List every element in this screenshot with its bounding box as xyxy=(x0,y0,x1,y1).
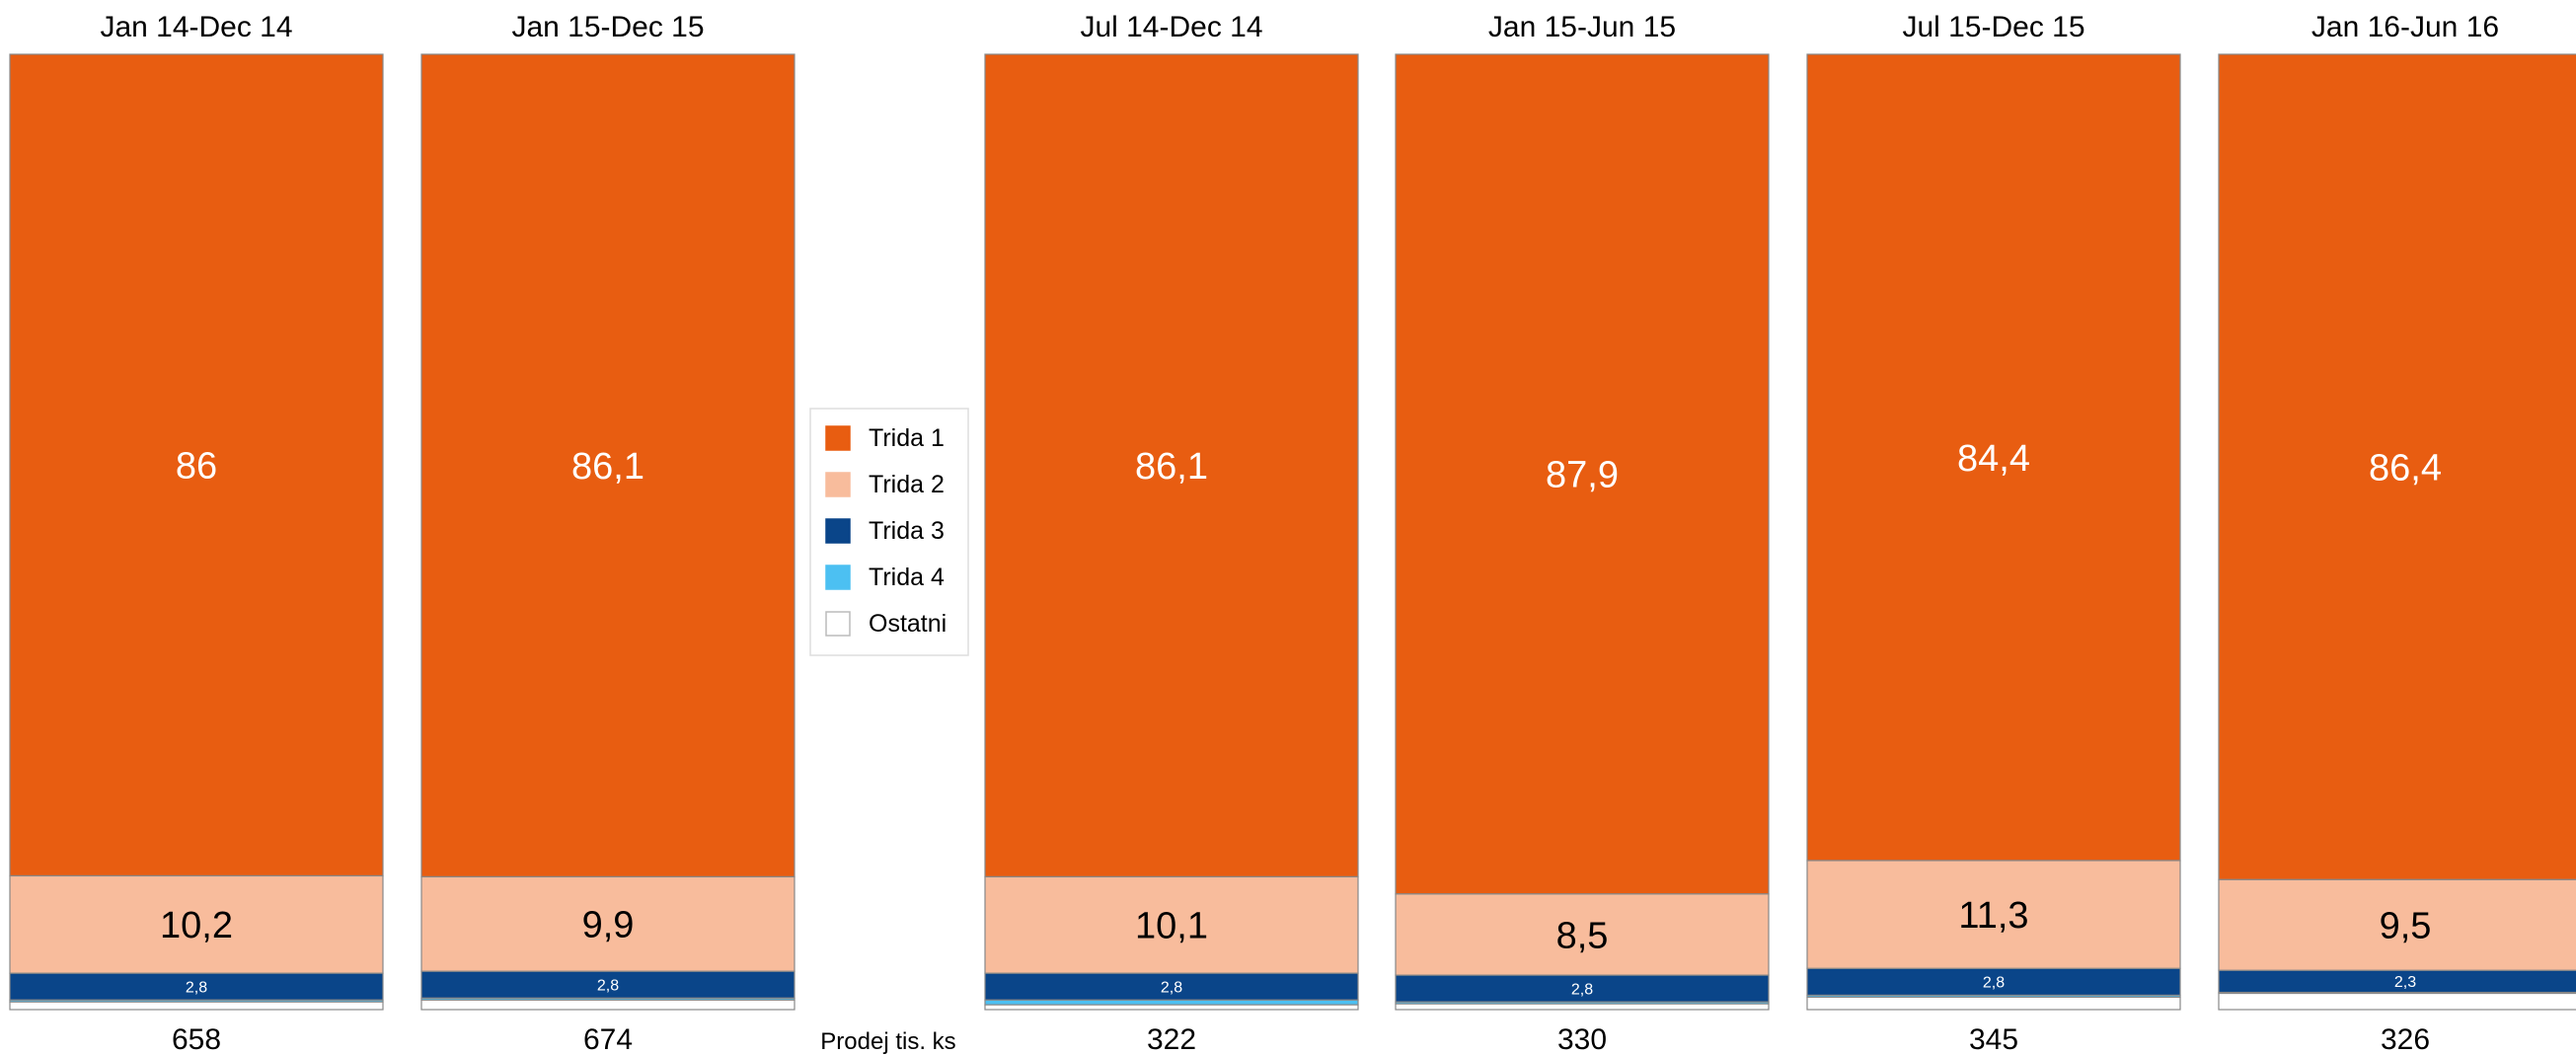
data-label: 8,5 xyxy=(1556,915,1609,956)
data-label: 10,2 xyxy=(160,905,233,946)
bar-total: 330 xyxy=(1557,1023,1607,1055)
data-label: 11,3 xyxy=(1958,895,2028,937)
bar-title: Jan 15-Dec 15 xyxy=(511,11,704,43)
bar-total: 674 xyxy=(583,1023,633,1055)
bar-total: 345 xyxy=(1969,1023,2018,1055)
bar-title: Jan 16-Jun 16 xyxy=(2311,11,2499,43)
bar-segment xyxy=(420,875,796,972)
data-label: 86,4 xyxy=(2369,447,2442,489)
bar-title: Jan 15-Jun 15 xyxy=(1488,11,1676,43)
bar-segment xyxy=(2218,992,2576,1011)
legend-swatch xyxy=(825,565,851,590)
bar-group: Jan 16-Jun 16 86,4 9,5 2,3 326 xyxy=(2218,11,2576,1055)
data-label: 10,1 xyxy=(1135,906,1208,947)
data-label: 9,5 xyxy=(2380,906,2432,947)
bar-group: Jan 14-Dec 14 86 10,2 2,8 658 xyxy=(9,11,384,1055)
bar-segment xyxy=(1395,53,1770,895)
bar-segment xyxy=(9,53,384,877)
bar-segment xyxy=(420,970,796,999)
bar-segment xyxy=(2218,53,2576,880)
bar-segment xyxy=(1806,860,2181,969)
data-label: 86 xyxy=(176,446,217,488)
bar-total: 322 xyxy=(1147,1023,1196,1055)
legend-swatch xyxy=(825,611,851,637)
data-label: 84,4 xyxy=(1957,438,2030,480)
data-label: 2,3 xyxy=(2394,974,2416,991)
bar-segment xyxy=(9,874,384,974)
bar-total: 326 xyxy=(2381,1023,2430,1055)
data-label: 9,9 xyxy=(582,905,635,946)
data-label: 2,8 xyxy=(1983,975,2005,992)
data-label: 86,1 xyxy=(1135,446,1208,488)
bars-layer: Jan 14-Dec 14 86 10,2 2,8 658 Jan 15-Dec 15 86… xyxy=(9,11,2576,1055)
data-label: 87,9 xyxy=(1546,455,1619,496)
data-label: 2,8 xyxy=(186,979,207,996)
bar-total: 658 xyxy=(172,1023,221,1055)
legend-label: Trida 1 xyxy=(869,424,945,452)
bar-group: Jan 15-Jun 15 87,9 8,5 2,8 330 xyxy=(1395,11,1770,1055)
bar-segment xyxy=(1395,893,1770,976)
bar-group: Jul 15-Dec 15 84,4 11,3 2,8 345 xyxy=(1806,11,2181,1055)
data-label: 2,8 xyxy=(1571,981,1593,998)
totals-unit-label: Prodej tis. ks xyxy=(820,1028,955,1055)
bar-segment xyxy=(420,53,796,878)
bar-segment xyxy=(420,999,796,1011)
bar-group: Jan 15-Dec 15 86,1 9,9 2,8 674 xyxy=(420,11,796,1055)
bar-title: Jan 14-Dec 14 xyxy=(100,11,292,43)
bar-segment xyxy=(984,972,1359,1001)
bar-segment xyxy=(1395,974,1770,1003)
data-label: 2,8 xyxy=(597,977,619,994)
bar-segment xyxy=(1395,1003,1770,1011)
bar-segment xyxy=(1806,967,2181,997)
bar-segment xyxy=(984,53,1359,878)
legend-label: Trida 4 xyxy=(869,564,945,591)
legend-label: Trida 3 xyxy=(869,517,945,545)
bar-segment xyxy=(2218,878,2576,971)
legend-items: Trida 1 Trida 2 Trida 3 Trida 4 Ostatni xyxy=(825,424,947,638)
data-label: 2,8 xyxy=(1161,979,1182,996)
bar-segment xyxy=(984,1004,1359,1011)
bar-segment xyxy=(9,1001,384,1011)
legend: Trida 1 Trida 2 Trida 3 Trida 4 Ostatni xyxy=(809,408,969,656)
legend-label: Ostatni xyxy=(869,610,947,638)
bar-segment xyxy=(1806,53,2181,862)
bar-title: Jul 14-Dec 14 xyxy=(1080,11,1262,43)
bar-group: Jul 14-Dec 14 86,1 10,1 2,8 322 xyxy=(984,11,1359,1055)
bar-segment xyxy=(1806,996,2181,1011)
bar-title: Jul 15-Dec 15 xyxy=(1902,11,2084,43)
legend-swatch xyxy=(825,425,851,451)
data-label: 86,1 xyxy=(571,446,644,488)
bar-segment xyxy=(984,999,1359,1006)
legend-swatch xyxy=(825,518,851,544)
legend-swatch xyxy=(825,472,851,497)
legend-label: Trida 2 xyxy=(869,471,945,498)
